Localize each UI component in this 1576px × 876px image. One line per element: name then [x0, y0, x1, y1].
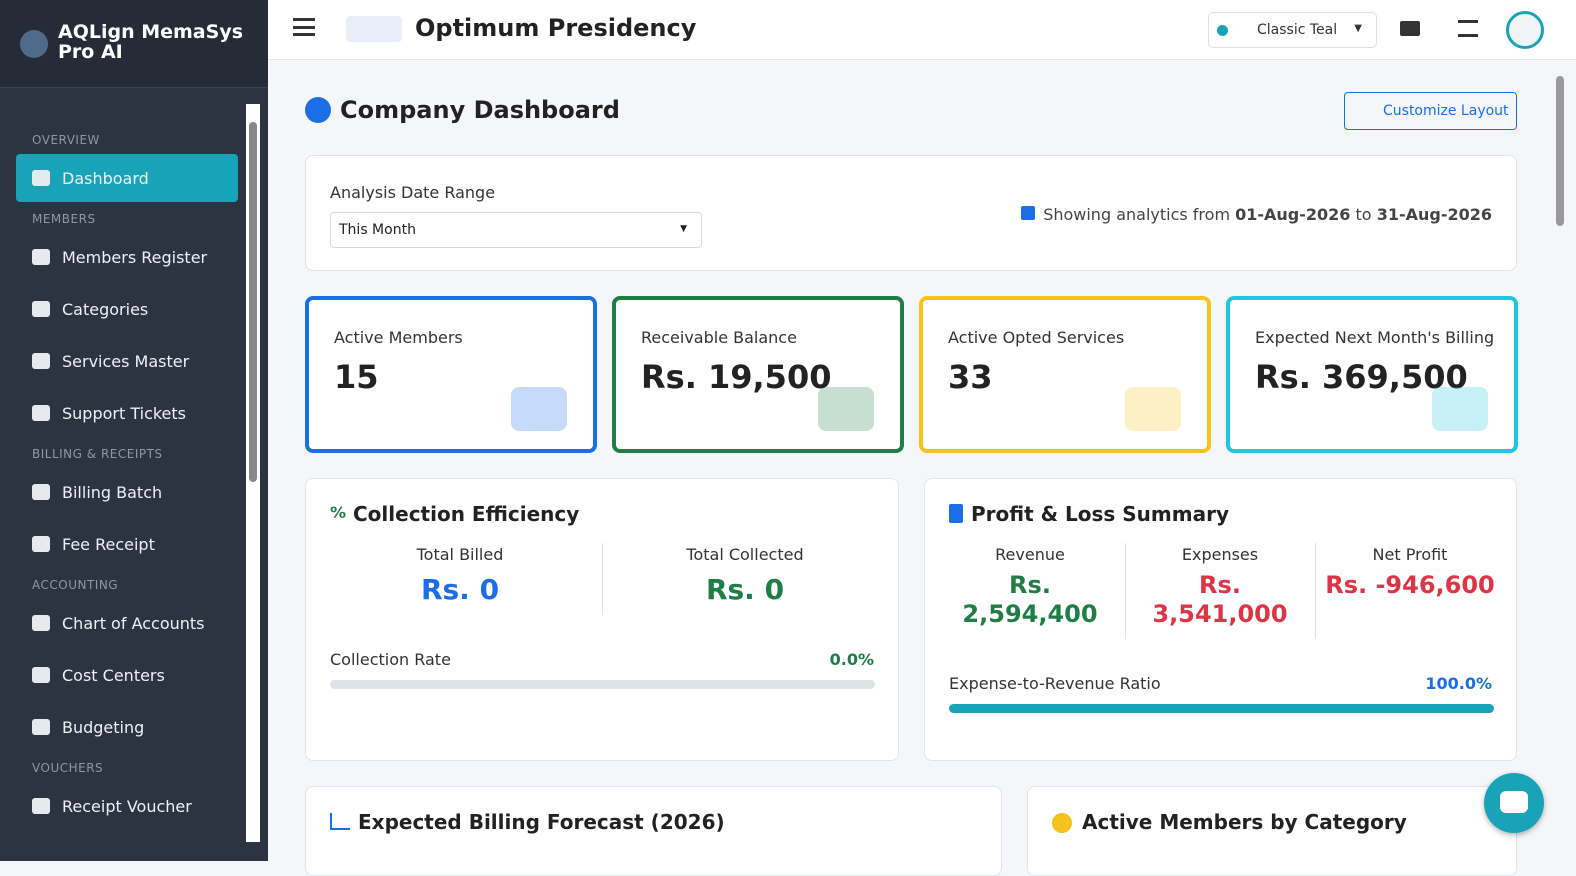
kpi-label: Expected Next Month's Billing	[1255, 328, 1495, 347]
nav-icon	[32, 536, 50, 552]
menu-toggle[interactable]	[293, 18, 315, 36]
metric-value: Rs. 0	[705, 573, 785, 606]
range-from: 01-Aug-2026	[1235, 205, 1351, 224]
nav-item[interactable]: Members Register	[16, 233, 238, 281]
nav-item[interactable]: Budgeting	[16, 703, 238, 751]
section-heading: OVERVIEW	[32, 133, 100, 147]
date-range-select[interactable]: This Month ▼	[330, 212, 702, 248]
card-title: Profit & Loss Summary	[971, 502, 1229, 526]
nav-icon	[32, 405, 50, 421]
company-logo	[346, 16, 402, 42]
nav-icon	[32, 249, 50, 265]
customize-button[interactable]: Customize Layout	[1344, 92, 1517, 130]
title-icon	[305, 97, 331, 123]
sidebar: AQLign MemaSys Pro AI OVERVIEW Dashboard M…	[0, 0, 268, 861]
card-title: Expected Billing Forecast (2026)	[358, 810, 725, 834]
nav-item[interactable]: Receipt Voucher	[16, 782, 238, 830]
brand-name: AQLign MemaSys Pro AI	[58, 21, 244, 63]
pnl-card: Profit & Loss Summary Revenue Rs. 2,594,4…	[924, 478, 1517, 761]
filter-label: Analysis Date Range	[330, 183, 496, 202]
kpi-icon	[511, 387, 567, 431]
rate-track	[330, 680, 875, 689]
nav-item[interactable]: Support Tickets	[16, 389, 238, 437]
nav-icon	[32, 719, 50, 735]
metric-label: Expenses	[1181, 545, 1259, 564]
rate-value: 0.0%	[829, 650, 874, 669]
theme-name: Classic Teal	[1257, 22, 1338, 38]
kpi-card: Active Members 15	[305, 296, 597, 453]
section-heading: ACCOUNTING	[32, 578, 119, 592]
company-name: Optimum Presidency	[415, 14, 697, 42]
kpi-card: Active Opted Services 33	[919, 296, 1211, 453]
mail-button[interactable]	[1400, 21, 1420, 36]
nav-item[interactable]: Cost Centers	[16, 651, 238, 699]
nav-item[interactable]: Billing Batch	[16, 468, 238, 516]
nav-item[interactable]: Chart of Accounts	[16, 599, 238, 647]
select-value: This Month	[339, 222, 416, 238]
brand-bar: AQLign MemaSys Pro AI	[0, 0, 268, 88]
kpi-card: Expected Next Month's Billing Rs. 369,500	[1226, 296, 1518, 453]
ratio-label: Expense-to-Revenue Ratio	[949, 674, 1161, 693]
nav-icon	[32, 667, 50, 683]
profile-button[interactable]	[1506, 11, 1544, 49]
nav-icon	[32, 484, 50, 500]
ratio-bar	[949, 704, 1494, 713]
kpi-label: Active Members	[334, 328, 463, 347]
metric-value: Rs. 0	[420, 573, 500, 606]
kpi-icon	[1125, 387, 1181, 431]
sidebar-scrollbar[interactable]	[246, 104, 260, 842]
range-prefix: Showing analytics from	[1043, 205, 1231, 224]
filter-card: Analysis Date Range This Month ▼ Showing …	[305, 155, 1517, 271]
metric-label: Net Profit	[1372, 545, 1448, 564]
theme-select[interactable]: Classic Teal ▼	[1208, 12, 1377, 48]
metric-label: Revenue	[995, 545, 1065, 564]
range-joiner: to	[1355, 205, 1372, 224]
ratio-track	[949, 704, 1494, 713]
topbar: Optimum Presidency Classic Teal ▼	[268, 0, 1576, 60]
range-text: Showing analytics from 01-Aug-2026 to 31…	[1021, 205, 1492, 224]
card-title: Collection Efficiency	[353, 502, 580, 526]
nav-icon	[32, 301, 50, 317]
ratio-value: 100.0%	[1425, 674, 1492, 693]
tasks-button[interactable]	[1458, 20, 1478, 37]
chatbot-button[interactable]	[1484, 773, 1544, 833]
metric-value: Rs. 2,594,400	[962, 571, 1098, 628]
metric-label: Total Collected	[686, 545, 804, 564]
metric-label: Total Billed	[416, 545, 504, 564]
page-scrollbar[interactable]	[1554, 62, 1566, 861]
kpi-value: 15	[334, 358, 379, 396]
nav-icon	[32, 798, 50, 814]
kpi-label: Receivable Balance	[641, 328, 797, 347]
kpi-value: 33	[948, 358, 993, 396]
kpi-value: Rs. 369,500	[1255, 358, 1468, 396]
kpi-icon	[818, 387, 874, 431]
section-heading: BILLING & RECEIPTS	[32, 447, 163, 461]
section-heading: VOUCHERS	[32, 761, 104, 775]
nav-item[interactable]: Categories	[16, 285, 238, 333]
card-title: Active Members by Category	[1082, 810, 1407, 834]
range-to: 31-Aug-2026	[1376, 205, 1492, 224]
section-heading: MEMBERS	[32, 212, 96, 226]
nav-icon	[32, 353, 50, 369]
metric-value: Rs. 3,541,000	[1152, 571, 1288, 628]
nav-item[interactable]: Fee Receipt	[16, 520, 238, 568]
nav-item[interactable]: Services Master	[16, 337, 238, 385]
nav-icon	[32, 170, 50, 186]
metric-value: Rs. -946,600	[1325, 571, 1495, 599]
collection-card: % Collection Efficiency Total Billed Rs. …	[305, 478, 899, 761]
kpi-value: Rs. 19,500	[641, 358, 832, 396]
rate-label: Collection Rate	[330, 650, 451, 669]
brand-logo	[20, 30, 48, 58]
kpi-icon	[1432, 387, 1488, 431]
kpi-card: Receivable Balance Rs. 19,500	[612, 296, 904, 453]
forecast-card: Expected Billing Forecast (2026)	[305, 786, 1002, 876]
nav-icon	[32, 615, 50, 631]
nav-item[interactable]: Dashboard	[16, 154, 238, 202]
page-title: Company Dashboard	[340, 96, 620, 124]
category-card: Active Members by Category	[1027, 786, 1517, 876]
kpi-label: Active Opted Services	[948, 328, 1125, 347]
